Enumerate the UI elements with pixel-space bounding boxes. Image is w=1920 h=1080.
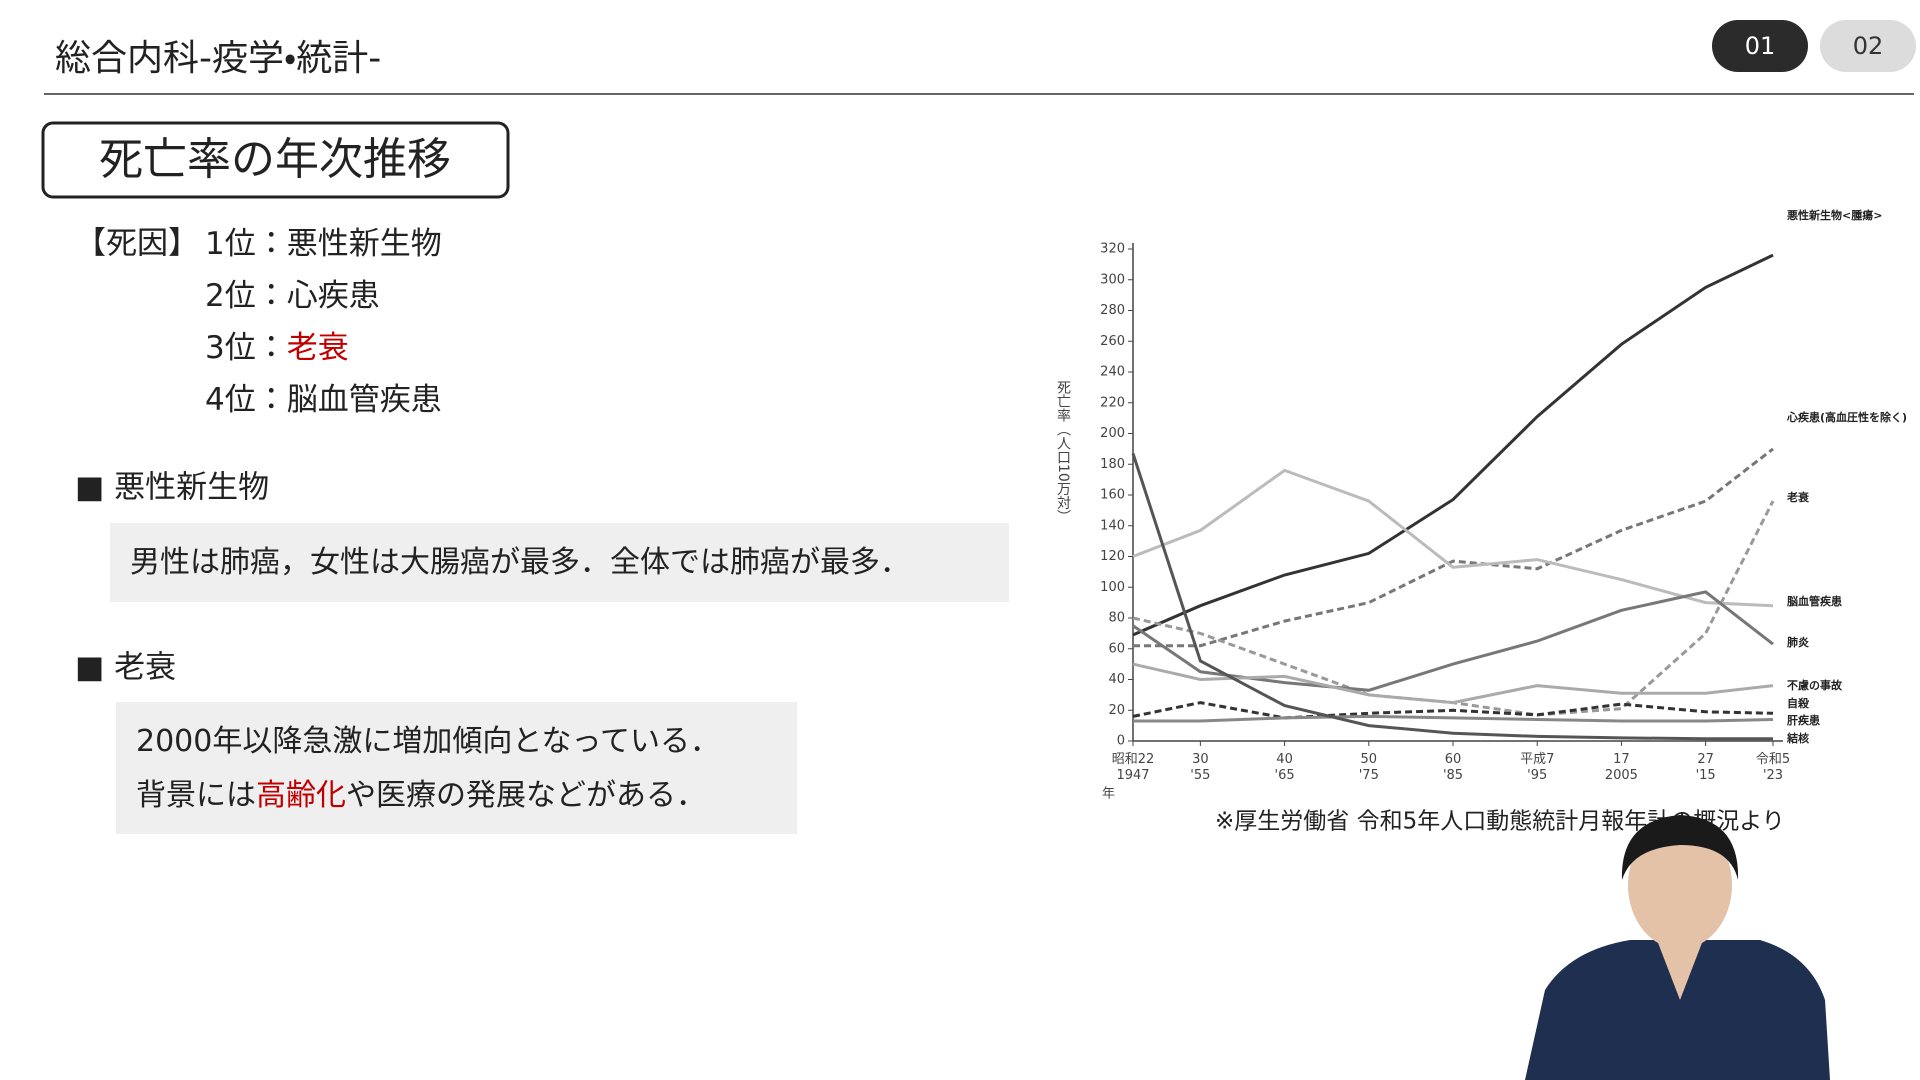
- y-tick-label: 80: [1108, 611, 1125, 626]
- x-axis-label: 年: [1102, 787, 1115, 802]
- cause-item: 2位：心疾患: [205, 278, 380, 314]
- block-heading: ■ 悪性新生物: [75, 470, 269, 506]
- series-label: 悪性新生物<腫瘍>: [1787, 208, 1882, 222]
- y-tick-label: 180: [1100, 457, 1125, 472]
- causes-label: 【死因】: [75, 226, 199, 262]
- y-tick-label: 240: [1100, 365, 1125, 380]
- series-label: 肝疾患: [1787, 713, 1820, 727]
- presenter: [1525, 815, 1830, 1080]
- cause-item: 1位：悪性新生物: [205, 226, 442, 262]
- x-tick-label: 60'85: [1443, 752, 1463, 783]
- block-line: 背景には高齢化や医療の発展などがある．: [136, 778, 706, 813]
- y-tick-label: 220: [1100, 395, 1125, 410]
- series-line: [1133, 714, 1774, 723]
- cause-item: 3位：老衰: [205, 330, 349, 366]
- block-box: [116, 702, 797, 834]
- block-heading: ■ 老衰: [75, 650, 176, 686]
- series-label: 不慮の事故: [1787, 678, 1843, 692]
- cause-name: 老衰: [287, 330, 349, 366]
- cause-rank: 3位：: [205, 330, 287, 366]
- header-title: 総合内科-疫学・統計-: [55, 38, 381, 79]
- cause-rank: 2位：: [205, 278, 287, 314]
- y-tick-label: 300: [1100, 272, 1125, 287]
- cause-name: 心疾患: [287, 278, 380, 314]
- x-tick-label: 40'65: [1275, 752, 1295, 783]
- y-tick-label: 60: [1108, 641, 1125, 656]
- y-tick-label: 260: [1100, 334, 1125, 349]
- block-line: 2000年以降急激に増加傾向となっている．: [136, 724, 720, 759]
- y-axis-label: 死亡率（人口10万対）: [1055, 380, 1071, 524]
- block-box: [110, 523, 1009, 602]
- block-text: や医療の発展などがある．: [346, 778, 706, 813]
- series-line: [1133, 447, 1774, 648]
- series-label: 老衰: [1786, 490, 1810, 504]
- tab-label: 01: [1745, 32, 1776, 60]
- cause-name: 脳血管疾患: [287, 382, 442, 418]
- series-line: [1132, 701, 1774, 720]
- y-tick-label: 120: [1100, 549, 1125, 564]
- y-tick-label: 140: [1100, 518, 1125, 533]
- block-text: 男性は肺癌，女性は大腸癌が最多．全体では肺癌が最多．: [130, 545, 910, 580]
- x-tick-label: 平成7'95: [1520, 752, 1554, 783]
- series-line: [1132, 253, 1774, 637]
- y-tick-label: 100: [1100, 580, 1125, 595]
- series-label: 自殺: [1787, 696, 1810, 710]
- y-tick-label: 0: [1117, 734, 1125, 749]
- y-tick-label: 320: [1100, 242, 1125, 257]
- x-tick-label: 令和5'23: [1756, 752, 1790, 783]
- x-tick-label: 30'55: [1190, 752, 1210, 783]
- x-tick-label: 昭和22 1947: [1112, 752, 1155, 783]
- block-text: 背景には: [136, 778, 256, 813]
- cause-name: 悪性新生物: [287, 226, 442, 262]
- cause-rank: 1位：: [205, 226, 287, 262]
- series-label: 結核: [1786, 731, 1809, 745]
- series-line: [1132, 500, 1775, 717]
- x-tick-label: 17 2005: [1605, 752, 1638, 783]
- tab-label: 02: [1853, 32, 1884, 60]
- cause-rank: 4位：: [205, 382, 287, 418]
- x-tick-label: 50'75: [1359, 752, 1379, 783]
- cause-item: 4位：脳血管疾患: [205, 382, 442, 418]
- block-line: 男性は肺癌，女性は大腸癌が最多．全体では肺癌が最多．: [130, 545, 910, 580]
- series-line: [1132, 662, 1774, 705]
- y-tick-label: 160: [1100, 488, 1125, 503]
- section-title: 死亡率の年次推移: [99, 134, 451, 185]
- series-label: 心疾患(高血圧性を除く): [1786, 410, 1907, 424]
- tab[interactable]: [1820, 20, 1916, 72]
- series-label: 脳血管疾患: [1787, 594, 1842, 608]
- series-line: [1131, 453, 1773, 741]
- section-box: [41, 121, 510, 199]
- series-label: 肺炎: [1787, 635, 1809, 649]
- block-text: 2000年以降急激に増加傾向となっている．: [136, 724, 720, 759]
- x-tick-label: 27'15: [1696, 752, 1716, 783]
- tab[interactable]: [1712, 20, 1808, 72]
- y-tick-label: 280: [1100, 303, 1125, 318]
- y-tick-label: 20: [1108, 703, 1125, 718]
- y-tick-label: 200: [1100, 426, 1125, 441]
- y-tick-label: 40: [1108, 672, 1125, 687]
- block-text: 高齢化: [256, 778, 346, 813]
- series-line: [1132, 468, 1774, 608]
